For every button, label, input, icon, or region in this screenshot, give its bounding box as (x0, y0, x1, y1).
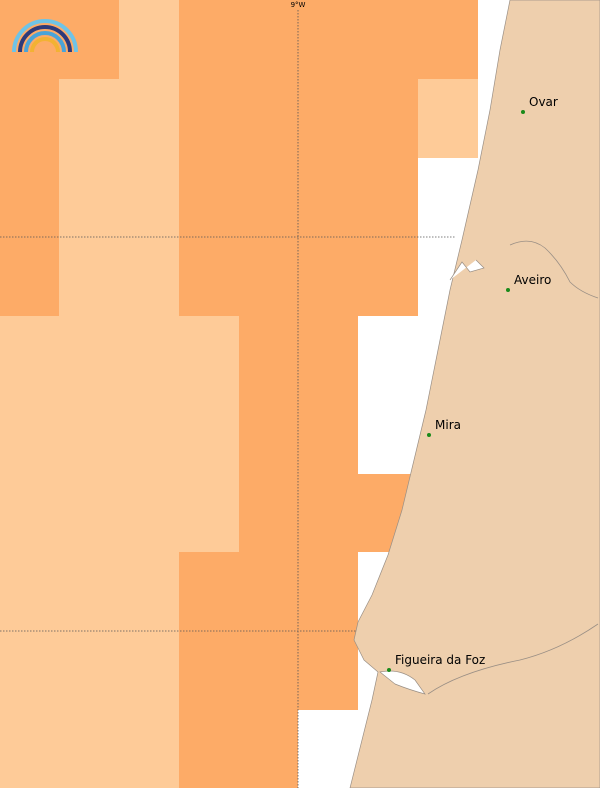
lagoon (449, 259, 485, 281)
data-grid (0, 0, 478, 788)
river (427, 623, 599, 695)
place-dot (506, 288, 510, 292)
place-label: Mira (435, 418, 461, 432)
places: Ovar Aveiro Mira Figueira da Foz (387, 95, 558, 672)
graticule (0, 10, 456, 788)
meridian-label: 9°W (291, 1, 306, 9)
river (509, 240, 599, 299)
land (349, 0, 600, 788)
place-label: Ovar (529, 95, 558, 109)
place-label: Figueira da Foz (395, 653, 485, 667)
place-label: Aveiro (514, 273, 551, 287)
place-dot (427, 433, 431, 437)
logo (12, 19, 78, 53)
estuary (379, 670, 426, 695)
place-dot (521, 110, 525, 114)
place-dot (387, 668, 391, 672)
